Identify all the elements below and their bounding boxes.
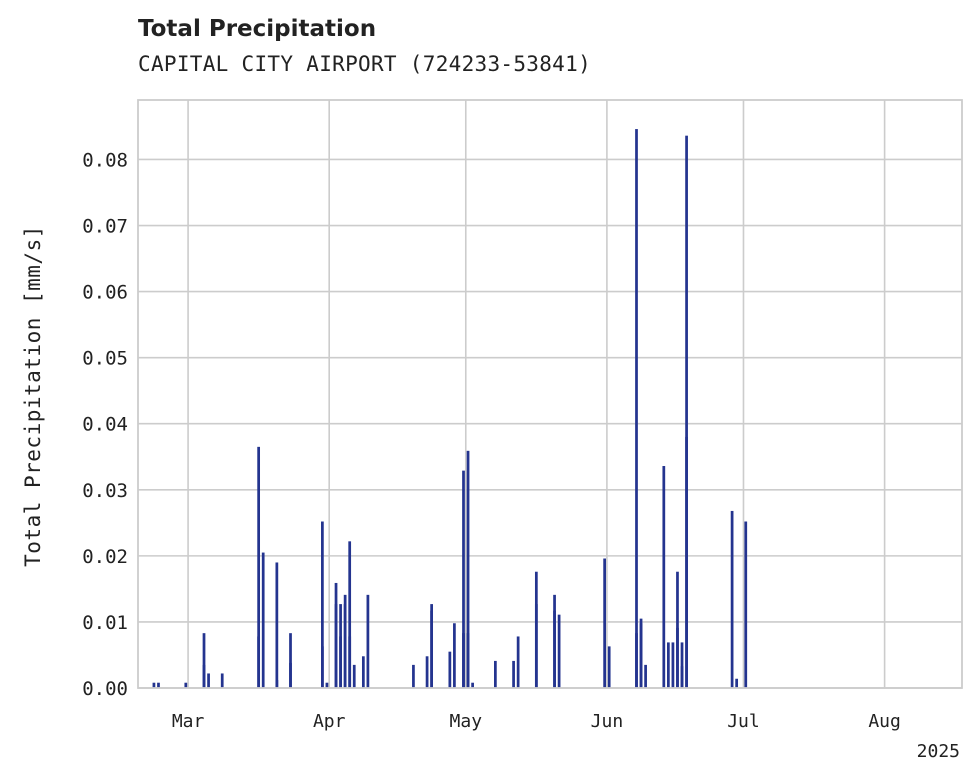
precipitation-bar (553, 610, 556, 688)
precipitation-bar (275, 562, 279, 688)
precipitation-bar (220, 673, 224, 688)
precipitation-bar (534, 571, 538, 688)
y-tick-label: 0.00 (82, 678, 128, 700)
precipitation-bar (366, 594, 370, 688)
grid-layer (138, 100, 962, 689)
precipitation-bar (448, 651, 452, 688)
y-tick-label: 0.05 (82, 348, 128, 370)
x-tick-label: Jun (591, 711, 624, 732)
x-tick-label: Mar (172, 711, 205, 732)
precipitation-bar (453, 623, 456, 688)
x-axis-year-label: 2025 (917, 741, 960, 762)
precipitation-bar (685, 436, 688, 688)
y-axis-label: Total Precipitation [mm/s] (21, 225, 45, 567)
precipitation-bar (639, 618, 643, 688)
precipitation-bar (339, 636, 342, 688)
precipitation-bar (412, 664, 415, 688)
precipitation-bar (348, 541, 352, 688)
y-tick-label: 0.01 (82, 612, 128, 634)
bar-layer (152, 129, 748, 689)
precipitation-bar (257, 446, 261, 688)
precipitation-bar (735, 678, 739, 688)
precipitation-bar (607, 646, 611, 688)
y-tick-label: 0.04 (82, 414, 128, 436)
precipitation-bar (730, 510, 734, 688)
precipitation-bar (466, 633, 470, 688)
precipitation-bar (516, 636, 520, 688)
precipitation-bar (671, 642, 675, 688)
precipitation-bar (352, 664, 356, 688)
precipitation-bar (557, 614, 561, 688)
plot-frame (137, 99, 963, 689)
precipitation-bar (207, 673, 210, 688)
precipitation-bar (685, 135, 688, 689)
x-tick-label: Aug (868, 711, 901, 732)
precipitation-bar (430, 610, 434, 688)
precipitation-bar (494, 660, 497, 688)
precipitation-bar (348, 636, 352, 688)
x-tick-label: Apr (313, 711, 346, 732)
precipitation-bar (662, 466, 666, 688)
precipitation-bar (361, 656, 365, 688)
precipitation-bar (512, 660, 515, 688)
precipitation-bar (680, 666, 684, 688)
precipitation-bar (462, 633, 465, 688)
precipitation-bar (466, 450, 470, 688)
precipitation-bar (744, 521, 748, 688)
precipitation-bar (184, 682, 188, 688)
precipitation-bar (644, 664, 647, 688)
precipitation-bar (635, 129, 638, 689)
x-tick-label: May (450, 711, 483, 732)
precipitation-bar (343, 594, 347, 688)
precipitation-bar (425, 656, 429, 688)
y-axis-ticks: 0.00 0.01 0.02 0.03 0.04 0.05 0.06 0.07 0.08 (82, 149, 128, 700)
y-tick-label: 0.07 (82, 216, 128, 238)
chart-subtitle: CAPITAL CITY AIRPORT (724233-53841) (138, 52, 592, 76)
x-axis-ticks: Mar Apr May Jun Jul Aug (172, 711, 901, 732)
precipitation-bar (471, 682, 474, 688)
precipitation-bar (603, 558, 606, 688)
y-tick-label: 0.06 (82, 282, 128, 304)
y-tick-label: 0.08 (82, 149, 128, 171)
precipitation-bar (462, 470, 465, 688)
y-tick-label: 0.03 (82, 480, 128, 502)
precipitation-bar (261, 552, 265, 688)
precipitation-bar (289, 633, 292, 688)
precipitation-bar (275, 680, 279, 688)
precipitation-bar (680, 642, 684, 688)
precipitation-bar (157, 682, 160, 688)
precipitation-bar (666, 642, 670, 688)
precipitation-bar (321, 521, 324, 688)
precipitation-bar (676, 571, 679, 688)
y-tick-label: 0.02 (82, 546, 128, 568)
x-tick-label: Jul (727, 711, 760, 732)
precipitation-bar (152, 682, 156, 688)
precipitation-bar (334, 582, 338, 688)
precipitation-bar (202, 633, 206, 688)
chart-title: Total Precipitation (138, 16, 377, 42)
precipitation-bar (325, 682, 329, 688)
